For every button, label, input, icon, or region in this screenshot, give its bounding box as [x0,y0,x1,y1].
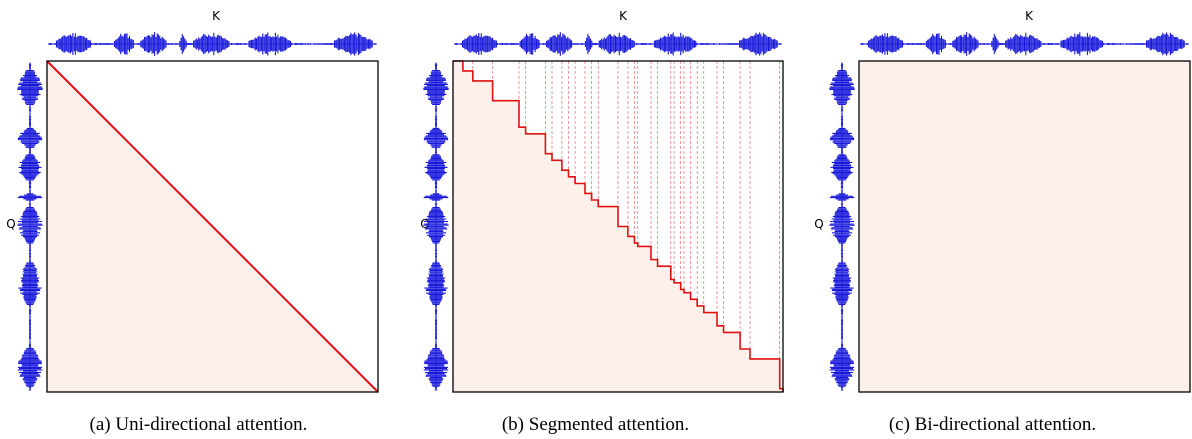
caption-c: (c) Bi-directional attention. [888,414,1097,435]
k-axis-label: K [212,9,221,23]
mask-boundary [453,60,784,392]
panel-bi-directional: K Q (c) Bi-directional attention. [794,0,1191,439]
key-waveform [860,32,1189,56]
caption-b: (b) Segmented attention. [501,414,690,435]
attention-figure-c: K Q [814,9,1191,393]
k-axis-label: K [619,9,628,23]
matrix-frame [858,60,1191,393]
query-waveform [17,62,43,391]
q-axis-label: Q [814,217,823,231]
panel-uni-directional: K Q (a) Uni-directional attention. [0,0,397,439]
mask-boundary [46,60,379,393]
attention-mask [46,60,379,393]
attention-matrix [859,61,1190,392]
matrix-frame [46,60,379,393]
key-waveform [454,32,782,56]
q-axis-label: Q [6,217,15,231]
attention-figure-b: K Q [420,9,784,393]
query-waveform [829,62,855,391]
attention-figure-a: K Q [6,9,379,393]
panel-segmented: K Q (b) Segmented attention. [397,0,794,439]
k-axis-label: K [1025,9,1034,23]
query-waveform [423,62,449,391]
key-waveform [48,32,377,56]
caption-a: (a) Uni-directional attention. [89,414,308,435]
matrix-frame [452,60,784,393]
attention-mask [453,60,784,392]
